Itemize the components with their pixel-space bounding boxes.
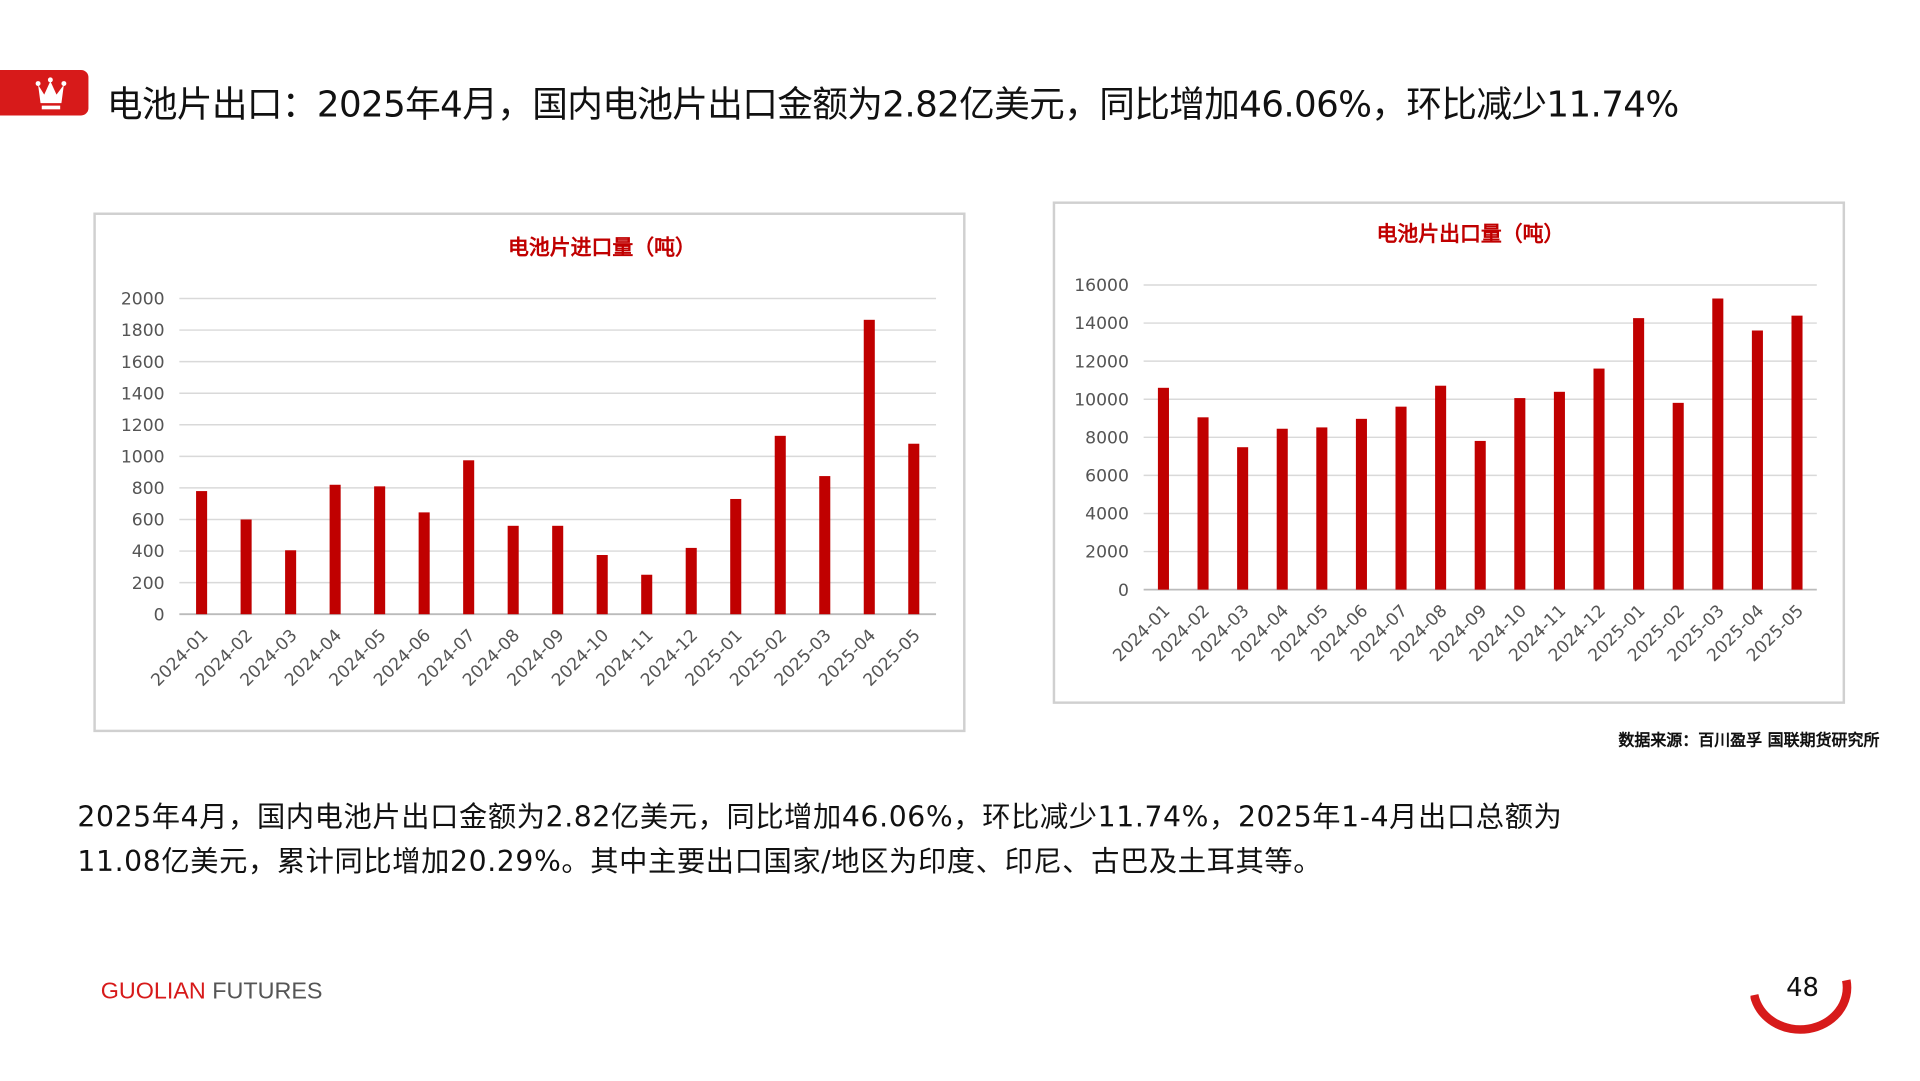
y-tick-label: 600 xyxy=(132,511,165,531)
bar xyxy=(1751,330,1763,590)
body-line-2: 11.08亿美元，累计同比增加20.29%。其中主要出口国家/地区为印度、印尼、… xyxy=(77,846,1323,879)
bar xyxy=(1633,318,1645,590)
y-tick-label: 4000 xyxy=(1085,505,1129,525)
import-chart-panel: 电池片进口量（吨） 0 200 400 600 800 1000 1200 1400 1600 18… xyxy=(93,212,966,733)
y-tick-label: 0 xyxy=(1118,581,1129,601)
bar xyxy=(863,319,875,615)
y-tick-label: 2000 xyxy=(1085,543,1129,563)
y-tick-label: 1200 xyxy=(121,416,165,436)
bar xyxy=(1474,440,1486,590)
export-chart-panel: 电池片出口量（吨） 0 2000 4000 6000 8000 10000 12000 1400… xyxy=(1052,201,1846,704)
chart-title: 电池片出口量（吨） xyxy=(1376,221,1564,246)
y-tick-label: 10000 xyxy=(1074,390,1129,410)
export-chart: 电池片出口量（吨） 0 2000 4000 6000 8000 10000 12000 1400… xyxy=(1074,221,1817,666)
page-title: 电池片出口：2025年4月，国内电池片出口金额为2.82亿美元，同比增加46.0… xyxy=(106,83,1679,126)
bar xyxy=(641,574,653,615)
bar xyxy=(1157,387,1169,590)
bar xyxy=(1672,402,1684,590)
brand-gray: FUTURES xyxy=(205,979,323,1005)
bar xyxy=(1435,385,1447,590)
bar xyxy=(1197,417,1209,590)
y-tick-label: 1000 xyxy=(121,447,165,467)
bar xyxy=(1514,398,1526,590)
header-badge xyxy=(0,70,89,116)
crown-icon xyxy=(35,77,67,110)
bar xyxy=(196,491,208,615)
import-chart: 电池片进口量（吨） 0 200 400 600 800 1000 1200 1400 1600 18… xyxy=(121,234,937,691)
bar xyxy=(774,435,786,615)
y-tick-label: 16000 xyxy=(1074,276,1129,296)
bar xyxy=(685,547,697,615)
y-tick-label: 14000 xyxy=(1074,314,1129,334)
bar xyxy=(374,486,386,615)
bar xyxy=(463,460,475,615)
page-arc-icon xyxy=(1750,979,1852,1034)
data-source: 数据来源：百川盈孚 国联期货研究所 xyxy=(1618,732,1880,751)
y-tick-label: 2000 xyxy=(121,290,165,310)
y-tick-label: 0 xyxy=(154,605,165,625)
y-tick-label: 6000 xyxy=(1085,467,1129,487)
bar xyxy=(285,550,297,615)
bar xyxy=(1276,428,1288,590)
chart-title: 电池片进口量（吨） xyxy=(508,234,696,259)
bar xyxy=(1712,298,1724,590)
y-tick-label: 1400 xyxy=(121,384,165,404)
body-line-1: 2025年4月，国内电池片出口金额为2.82亿美元，同比增加46.06%，环比减… xyxy=(77,802,1563,835)
bar xyxy=(1355,418,1367,590)
y-tick-label: 8000 xyxy=(1085,428,1129,448)
bar xyxy=(552,525,564,615)
bar xyxy=(1553,391,1565,590)
brand-logo: GUOLIAN FUTURES xyxy=(101,979,323,1006)
bar xyxy=(1593,368,1605,590)
y-tick-label: 12000 xyxy=(1074,352,1129,372)
page-number: 48 xyxy=(1786,972,1819,1003)
bar xyxy=(730,498,742,615)
bar xyxy=(596,555,608,615)
bar xyxy=(908,443,920,615)
bar xyxy=(819,476,831,615)
bar xyxy=(240,519,252,615)
brand-red: GUOLIAN xyxy=(100,979,206,1005)
bar xyxy=(507,525,519,615)
body-text: 2025年4月，国内电池片出口金额为2.82亿美元，同比增加46.06%，环比减… xyxy=(77,796,1846,884)
y-tick-label: 1600 xyxy=(121,353,165,373)
y-tick-label: 400 xyxy=(132,542,165,562)
y-tick-label: 800 xyxy=(132,479,165,499)
bar xyxy=(1395,406,1407,590)
y-tick-label: 200 xyxy=(132,574,165,594)
bar xyxy=(1316,427,1328,590)
bar xyxy=(1791,315,1803,590)
bar xyxy=(329,484,341,615)
bar xyxy=(1237,447,1249,590)
y-tick-label: 1800 xyxy=(121,321,165,341)
bar xyxy=(418,512,430,615)
